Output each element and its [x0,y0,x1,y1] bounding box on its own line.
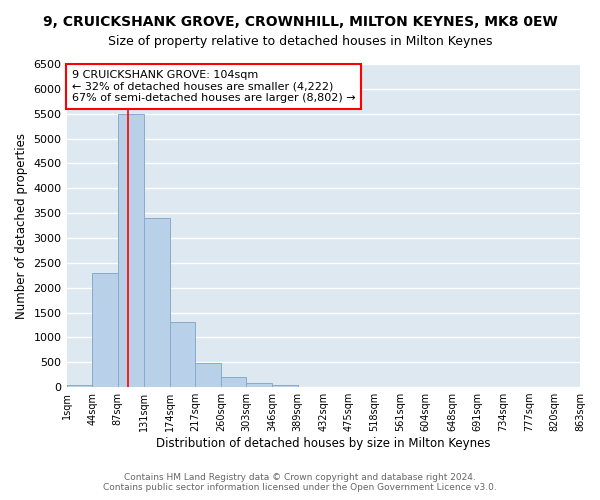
X-axis label: Distribution of detached houses by size in Milton Keynes: Distribution of detached houses by size … [156,437,491,450]
Text: 9, CRUICKSHANK GROVE, CROWNHILL, MILTON KEYNES, MK8 0EW: 9, CRUICKSHANK GROVE, CROWNHILL, MILTON … [43,15,557,29]
Bar [221,378,247,387]
Text: Size of property relative to detached houses in Milton Keynes: Size of property relative to detached ho… [108,35,492,48]
Bar [247,382,272,387]
Bar [92,273,118,387]
Bar [67,384,92,387]
Bar [195,363,221,387]
Text: Contains HM Land Registry data © Crown copyright and database right 2024.
Contai: Contains HM Land Registry data © Crown c… [103,473,497,492]
Text: 9 CRUICKSHANK GROVE: 104sqm
← 32% of detached houses are smaller (4,222)
67% of : 9 CRUICKSHANK GROVE: 104sqm ← 32% of det… [72,70,356,103]
Bar [118,114,144,387]
Bar [144,218,170,387]
Y-axis label: Number of detached properties: Number of detached properties [15,132,28,318]
Bar [272,384,298,387]
Bar [170,322,195,387]
